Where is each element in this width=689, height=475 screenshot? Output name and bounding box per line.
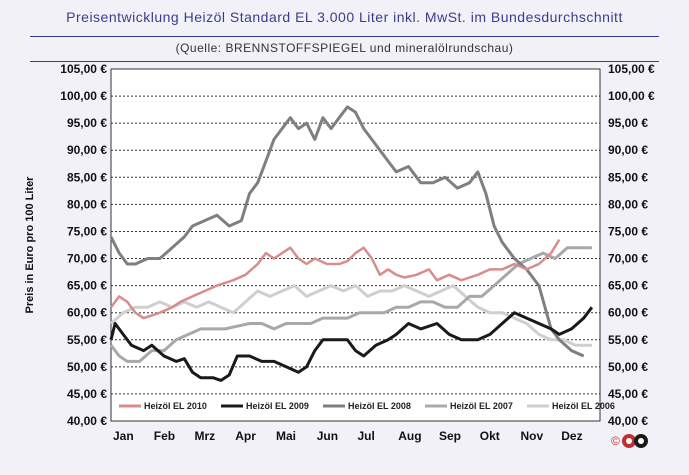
legend-label: Heizöl EL 2006 xyxy=(552,401,615,411)
x-tick-label: Jan xyxy=(113,429,134,443)
y-tick-left: 65,00 € xyxy=(67,279,107,293)
y-tick-right: 65,00 € xyxy=(608,279,648,293)
y-tick-left: 85,00 € xyxy=(67,170,107,184)
y-tick-left: 105,00 € xyxy=(60,62,107,76)
legend-box xyxy=(112,397,599,415)
y-tick-right: 95,00 € xyxy=(608,116,648,130)
y-tick-right: 70,00 € xyxy=(608,252,648,266)
x-tick-label: Jun xyxy=(317,429,338,443)
x-ticks: Jan Feb Mrz Apr Mai Jun Jul Aug Sep Okt Nov Dez xyxy=(113,429,583,443)
legend-label: Heizöl EL 2010 xyxy=(144,401,207,411)
copyright-logo: © xyxy=(611,434,648,448)
series-group xyxy=(109,105,594,382)
y-tick-right: 100,00 € xyxy=(608,89,655,103)
y-tick-right: 80,00 € xyxy=(608,197,648,211)
y-tick-left: 80,00 € xyxy=(67,197,107,211)
y-tick-right: 90,00 € xyxy=(608,143,648,157)
y-ticks-right: 40,00 € 45,00 € 50,00 € 55,00 € 60,00 € 65,00… xyxy=(608,62,655,428)
y-tick-left: 90,00 € xyxy=(67,143,107,157)
plot-border xyxy=(110,68,601,422)
y-tick-left: 70,00 € xyxy=(67,252,107,266)
y-tick-right: 75,00 € xyxy=(608,224,648,238)
legend-label: Heizöl EL 2009 xyxy=(246,401,309,411)
x-tick-label: Okt xyxy=(480,429,500,443)
x-tick-label: Nov xyxy=(521,429,544,443)
subtitle-rule xyxy=(30,61,659,62)
x-tick-label: Apr xyxy=(235,429,256,443)
y-tick-right: 55,00 € xyxy=(608,333,648,347)
y-axis-label: Preis in Euro pro 100 Liter xyxy=(24,176,36,314)
legend-label: Heizöl EL 2008 xyxy=(348,401,411,411)
y-tick-left: 55,00 € xyxy=(67,333,107,347)
y-ticks-left: 40,00 € 45,00 € 50,00 € 55,00 € 60,00 € 65,00… xyxy=(60,62,107,428)
chart-subtitle: (Quelle: BRENNSTOFFSPIEGEL und mineralöl… xyxy=(175,41,514,55)
y-tick-right: 40,00 € xyxy=(608,414,648,428)
y-tick-left: 75,00 € xyxy=(67,224,107,238)
y-tick-right: 45,00 € xyxy=(608,387,648,401)
series-line xyxy=(110,284,592,347)
grid xyxy=(110,68,601,422)
series-line xyxy=(109,246,592,363)
series-line xyxy=(109,306,594,382)
series-line xyxy=(110,238,561,320)
y-tick-left: 45,00 € xyxy=(67,387,107,401)
title-rule xyxy=(30,36,659,37)
x-tick-label: Mai xyxy=(276,429,296,443)
x-tick-label: Dez xyxy=(561,429,582,443)
y-tick-right: 60,00 € xyxy=(608,306,648,320)
series-line xyxy=(109,105,585,358)
legend-label: Heizöl EL 2007 xyxy=(450,401,513,411)
copyright-symbol: © xyxy=(611,434,620,448)
y-tick-right: 105,00 € xyxy=(608,62,655,76)
x-tick-label: Aug xyxy=(398,429,421,443)
y-tick-right: 50,00 € xyxy=(608,360,648,374)
y-tick-left: 40,00 € xyxy=(67,414,107,428)
plot-area xyxy=(111,69,600,421)
x-tick-label: Feb xyxy=(154,429,175,443)
y-tick-left: 60,00 € xyxy=(67,306,107,320)
legend: Heizöl EL 2010 Heizöl EL 2009 Heizöl EL 20… xyxy=(119,401,615,411)
x-tick-label: Sep xyxy=(439,429,461,443)
x-tick-label: Jul xyxy=(358,429,375,443)
y-tick-left: 50,00 € xyxy=(67,360,107,374)
y-tick-right: 85,00 € xyxy=(608,170,648,184)
y-tick-left: 95,00 € xyxy=(67,116,107,130)
x-tick-label: Mrz xyxy=(195,429,216,443)
y-tick-left: 100,00 € xyxy=(60,89,107,103)
chart-title: Preisentwicklung Heizöl Standard EL 3.00… xyxy=(66,9,623,25)
